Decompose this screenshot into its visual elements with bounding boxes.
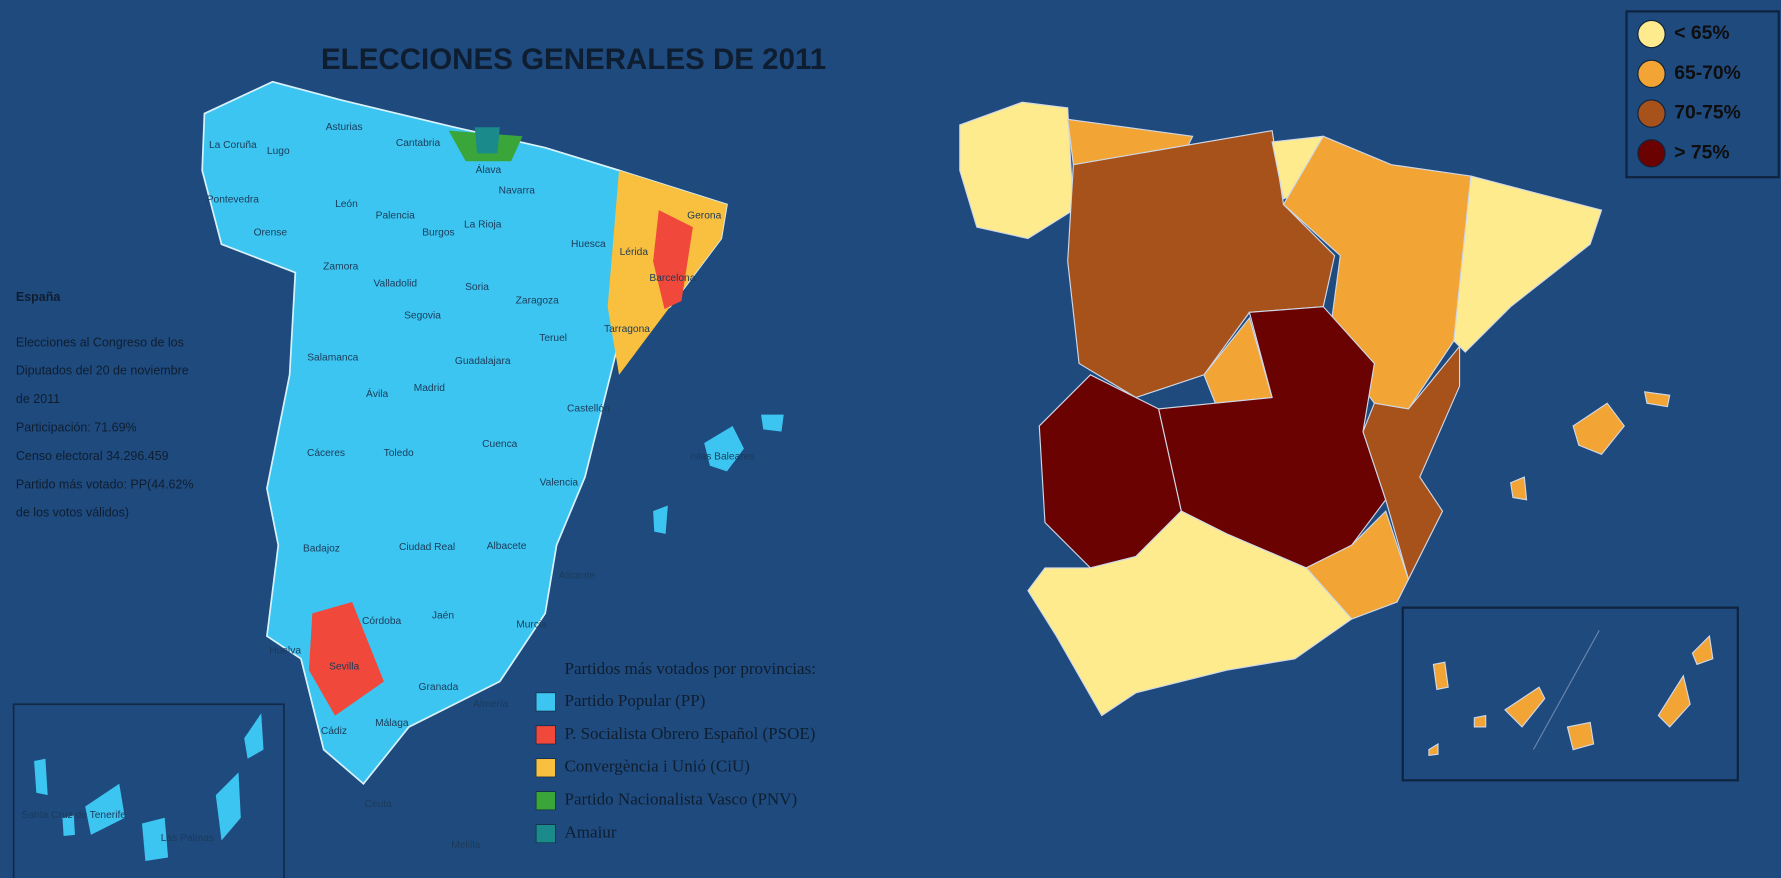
- legend-label: 70-75%: [1674, 103, 1741, 124]
- province-label: Jaén: [432, 610, 454, 621]
- legend-swatch: [536, 693, 555, 711]
- province-label: Huelva: [269, 646, 301, 657]
- legend-swatch: [1638, 100, 1665, 127]
- province-label: Ávila: [366, 387, 388, 400]
- province-label: Valencia: [540, 477, 579, 488]
- legend-label: Convergència i Unió (CiU): [565, 757, 750, 776]
- info-line: Elecciones al Congreso de los: [16, 335, 184, 349]
- legend-label: P. Socialista Obrero Español (PSOE): [565, 724, 816, 743]
- legend-label: Amaiur: [565, 823, 617, 842]
- province-label: Asturias: [326, 122, 363, 133]
- province-label: Álava: [476, 163, 502, 176]
- province-label: Cuenca: [482, 439, 518, 450]
- province-label: Albacete: [487, 541, 527, 552]
- info-line: Diputados del 20 de noviembre: [16, 364, 189, 378]
- map-title: ELECCIONES GENERALES DE 2011: [321, 43, 826, 76]
- province-label: Córdoba: [362, 616, 402, 627]
- legend-label: < 65%: [1674, 23, 1729, 44]
- province-label: Lugo: [267, 146, 290, 157]
- province-label: La Coruña: [209, 140, 257, 151]
- province-label: Málaga: [375, 718, 409, 729]
- map-screen: < 65% 65-70% 70-75% > 75% ELECCIONES GENERA…: [0, 0, 1781, 878]
- info-line: Censo electoral 34.296.459: [16, 449, 169, 463]
- province-label: Palencia: [376, 211, 416, 222]
- province-label: Ceuta: [365, 799, 393, 810]
- galicia: [960, 102, 1074, 238]
- province-label: Guadalajara: [455, 356, 511, 367]
- province-label: Toledo: [384, 448, 414, 459]
- province-label: Barcelona: [649, 273, 695, 284]
- legend-label: > 75%: [1674, 142, 1729, 163]
- legend-swatch: [536, 759, 555, 777]
- province-label: Murcia: [516, 619, 547, 630]
- legend-label: 65-70%: [1674, 63, 1741, 84]
- province-label: Burgos: [422, 228, 454, 239]
- province-label: Teruel: [539, 333, 567, 344]
- province-label: Ciudad Real: [399, 542, 455, 553]
- province-label: Pontevedra: [207, 195, 260, 206]
- province-label: La Rioja: [464, 220, 502, 231]
- province-label: Sevilla: [329, 661, 359, 672]
- province-label: Huesca: [571, 239, 606, 250]
- info-line: Partido más votado: PP(44.62%: [16, 477, 194, 491]
- island: [1474, 716, 1485, 727]
- legend-swatch: [1638, 20, 1665, 47]
- info-line: de 2011: [16, 392, 60, 406]
- province-label: Segovia: [404, 310, 441, 321]
- province-label: Zamora: [323, 262, 359, 273]
- province-label: Cantabria: [396, 138, 441, 149]
- info-line: de los votos válidos): [16, 506, 129, 520]
- province-label: Santa Cruz de Tenerife: [22, 810, 127, 821]
- info-line: Participación: 71.69%: [16, 421, 137, 435]
- province-label: Cádiz: [321, 726, 347, 737]
- legend-title: Partidos más votados por provincias:: [565, 659, 816, 678]
- legend-swatch: [1638, 140, 1665, 167]
- province-label: Soria: [465, 282, 489, 293]
- province-label: Cáceres: [307, 448, 345, 459]
- legend-swatch: [1638, 60, 1665, 87]
- gipuzkoa: [475, 127, 500, 153]
- province-label: Castellón: [567, 404, 610, 415]
- province-label: Almería: [473, 699, 509, 710]
- province-label: León: [335, 199, 358, 210]
- legend-swatch: [536, 792, 555, 810]
- province-label: Valladolid: [373, 279, 417, 290]
- legend-swatch: [536, 825, 555, 843]
- province-label: Islas Baleares: [690, 451, 754, 462]
- province-label: Gerona: [687, 211, 721, 222]
- province-label: Madrid: [414, 383, 446, 394]
- province-label: Badajoz: [303, 543, 340, 554]
- province-label: Melilla: [451, 840, 480, 851]
- province-label: Las Palmas: [161, 833, 214, 844]
- menorca: [761, 415, 784, 432]
- province-label: Zaragoza: [516, 296, 559, 307]
- province-label: Lérida: [620, 247, 649, 258]
- province-label: Granada: [419, 682, 459, 693]
- province-label: Alicante: [559, 571, 596, 582]
- info-heading: España: [16, 290, 61, 304]
- province-label: Tarragona: [604, 324, 650, 335]
- province-label: Salamanca: [307, 352, 358, 363]
- legend-swatch: [536, 726, 555, 744]
- province-label: Navarra: [499, 186, 536, 197]
- legend-label: Partido Popular (PP): [565, 691, 706, 710]
- legend-label: Partido Nacionalista Vasco (PNV): [565, 790, 798, 809]
- province-label: Orense: [254, 228, 288, 239]
